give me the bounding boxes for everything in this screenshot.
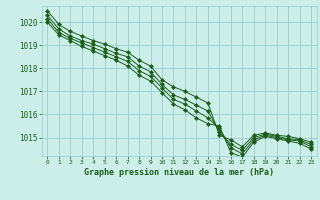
X-axis label: Graphe pression niveau de la mer (hPa): Graphe pression niveau de la mer (hPa) [84,168,274,177]
